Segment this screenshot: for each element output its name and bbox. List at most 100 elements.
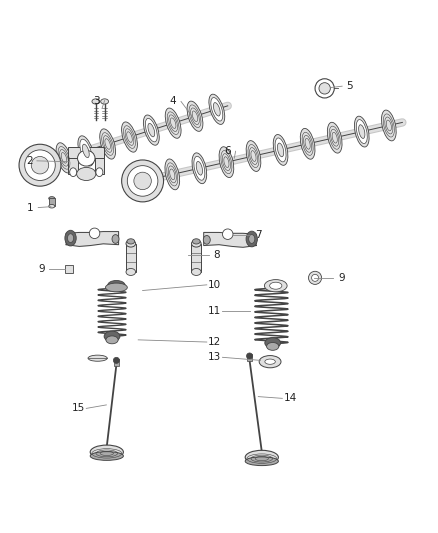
Bar xyxy=(68,153,78,174)
Ellipse shape xyxy=(319,83,330,94)
Ellipse shape xyxy=(245,450,279,464)
Ellipse shape xyxy=(138,165,152,196)
Ellipse shape xyxy=(104,331,120,342)
Ellipse shape xyxy=(247,353,253,359)
Text: 8: 8 xyxy=(213,250,220,260)
Ellipse shape xyxy=(101,99,109,104)
Ellipse shape xyxy=(126,269,136,276)
Text: 13: 13 xyxy=(208,352,221,362)
Ellipse shape xyxy=(270,282,282,289)
Ellipse shape xyxy=(92,99,100,104)
Ellipse shape xyxy=(359,125,365,139)
Text: 12: 12 xyxy=(208,337,221,347)
Ellipse shape xyxy=(259,356,281,368)
Ellipse shape xyxy=(106,283,127,292)
Text: 4: 4 xyxy=(170,96,177,107)
Ellipse shape xyxy=(88,355,107,361)
Ellipse shape xyxy=(165,108,181,138)
Ellipse shape xyxy=(219,147,234,177)
Ellipse shape xyxy=(148,124,155,137)
Ellipse shape xyxy=(90,445,124,459)
Ellipse shape xyxy=(192,153,207,184)
Ellipse shape xyxy=(113,357,120,364)
Ellipse shape xyxy=(143,115,159,145)
Ellipse shape xyxy=(265,338,281,348)
Ellipse shape xyxy=(108,280,125,290)
Ellipse shape xyxy=(223,229,233,239)
Text: 3: 3 xyxy=(93,95,100,106)
Bar xyxy=(95,153,104,174)
Ellipse shape xyxy=(381,110,396,141)
Ellipse shape xyxy=(203,236,210,244)
Ellipse shape xyxy=(145,118,157,142)
Ellipse shape xyxy=(100,129,116,159)
Text: 14: 14 xyxy=(283,393,297,403)
Ellipse shape xyxy=(246,141,261,172)
Bar xyxy=(126,244,136,272)
Ellipse shape xyxy=(49,205,55,208)
Bar xyxy=(114,359,119,366)
Ellipse shape xyxy=(77,167,96,181)
Ellipse shape xyxy=(267,343,279,350)
Ellipse shape xyxy=(308,271,321,285)
Ellipse shape xyxy=(211,98,223,121)
Ellipse shape xyxy=(194,156,205,180)
Ellipse shape xyxy=(31,157,49,174)
Ellipse shape xyxy=(112,235,119,244)
Ellipse shape xyxy=(192,239,200,244)
Text: 11: 11 xyxy=(208,305,221,316)
Text: 10: 10 xyxy=(208,280,221,290)
Bar xyxy=(49,198,55,206)
Text: 5: 5 xyxy=(346,81,353,91)
Bar xyxy=(247,354,252,361)
Ellipse shape xyxy=(209,94,225,124)
Text: 1: 1 xyxy=(27,203,34,213)
Ellipse shape xyxy=(96,168,103,176)
Ellipse shape xyxy=(127,239,134,244)
Ellipse shape xyxy=(277,143,284,157)
Ellipse shape xyxy=(49,197,55,200)
Ellipse shape xyxy=(19,144,61,186)
Ellipse shape xyxy=(80,139,92,163)
Ellipse shape xyxy=(134,172,151,190)
Ellipse shape xyxy=(122,122,138,152)
Ellipse shape xyxy=(275,138,286,162)
Ellipse shape xyxy=(65,230,76,246)
Ellipse shape xyxy=(354,116,369,147)
Ellipse shape xyxy=(213,102,220,116)
Ellipse shape xyxy=(187,101,203,131)
Ellipse shape xyxy=(90,451,124,461)
Ellipse shape xyxy=(315,79,334,98)
Ellipse shape xyxy=(122,160,163,202)
Ellipse shape xyxy=(89,228,100,239)
Ellipse shape xyxy=(196,161,202,175)
Ellipse shape xyxy=(34,150,50,180)
Text: 9: 9 xyxy=(38,264,45,273)
Text: 6: 6 xyxy=(224,146,231,156)
Ellipse shape xyxy=(245,457,279,466)
Ellipse shape xyxy=(78,136,94,166)
Ellipse shape xyxy=(356,119,367,143)
Ellipse shape xyxy=(25,150,55,181)
Polygon shape xyxy=(66,231,119,246)
Ellipse shape xyxy=(106,336,118,344)
Ellipse shape xyxy=(165,159,180,190)
Text: 2: 2 xyxy=(26,156,32,166)
Ellipse shape xyxy=(327,122,342,153)
Ellipse shape xyxy=(249,235,255,244)
Ellipse shape xyxy=(246,231,258,247)
Ellipse shape xyxy=(265,359,276,364)
Ellipse shape xyxy=(300,128,315,159)
Text: 9: 9 xyxy=(338,273,345,283)
Bar xyxy=(68,147,104,158)
Ellipse shape xyxy=(127,166,158,196)
Ellipse shape xyxy=(78,150,95,166)
Bar xyxy=(191,244,201,272)
Polygon shape xyxy=(204,232,256,247)
Ellipse shape xyxy=(191,240,201,247)
Ellipse shape xyxy=(56,143,72,173)
Ellipse shape xyxy=(311,274,318,281)
Ellipse shape xyxy=(70,168,77,176)
Ellipse shape xyxy=(126,240,136,247)
Ellipse shape xyxy=(82,144,89,158)
